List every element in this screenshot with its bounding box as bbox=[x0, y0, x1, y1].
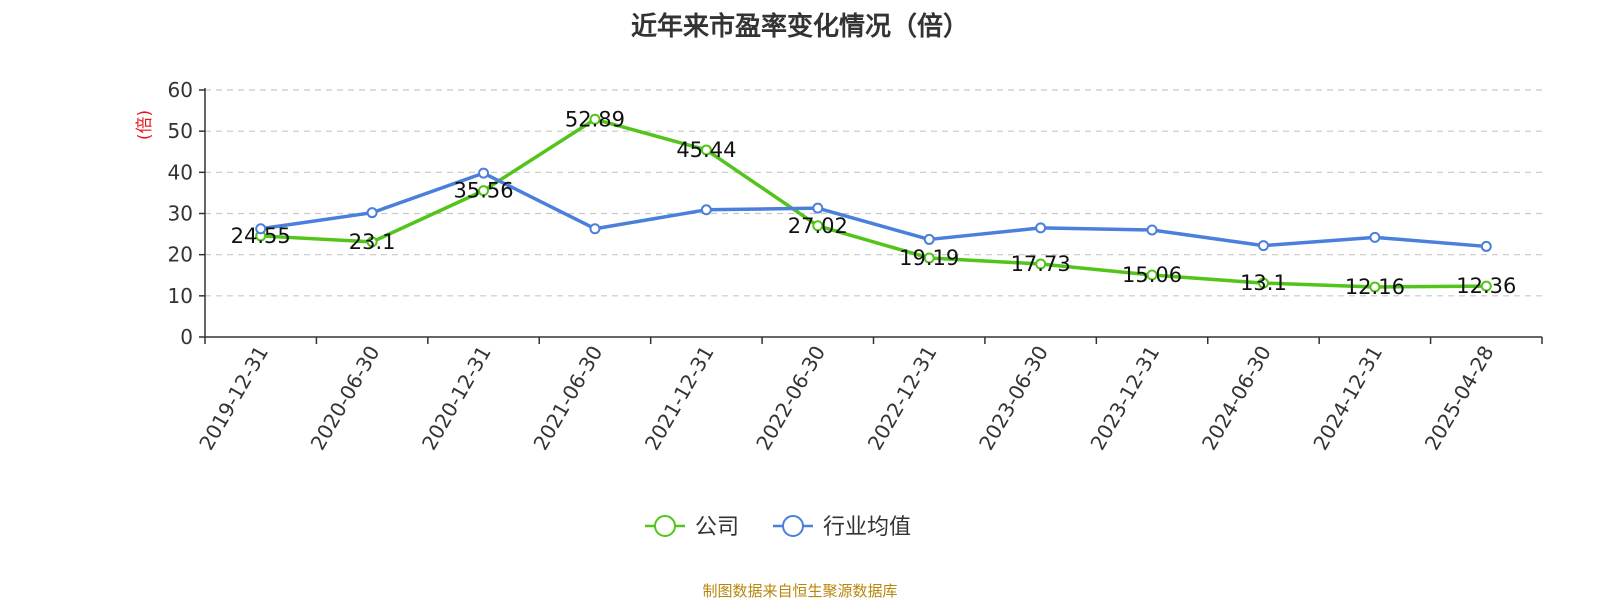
data-point bbox=[923, 233, 935, 245]
data-point bbox=[1146, 269, 1158, 281]
series-line-company bbox=[260, 117, 1487, 289]
y-tick-label: 0 bbox=[180, 325, 193, 349]
x-tick-label: 2022-12-31 bbox=[863, 341, 942, 454]
legend-marker-icon bbox=[782, 515, 804, 537]
y-tick-label: 40 bbox=[168, 160, 193, 184]
data-point bbox=[589, 113, 601, 125]
legend[interactable]: 公司 行业均值 bbox=[645, 515, 911, 540]
x-tick-label: 2024-12-31 bbox=[1308, 342, 1387, 455]
data-label: 52.89 bbox=[565, 107, 625, 131]
grid-layer bbox=[205, 89, 1542, 297]
data-label: 19.19 bbox=[899, 246, 959, 270]
data-point bbox=[700, 144, 712, 156]
data-label: 12.16 bbox=[1345, 275, 1405, 299]
data-point bbox=[1480, 280, 1492, 292]
data-point bbox=[366, 207, 378, 219]
x-tick-label: 2024-06-30 bbox=[1197, 342, 1276, 455]
y-tick-label: 60 bbox=[168, 78, 193, 102]
data-point bbox=[1369, 281, 1381, 293]
x-tick-label: 2021-06-30 bbox=[528, 342, 607, 455]
data-label: 45.44 bbox=[676, 138, 736, 162]
data-point bbox=[589, 223, 601, 235]
data-point bbox=[366, 236, 378, 248]
source-note: 制图数据来自恒生聚源数据库 bbox=[702, 582, 898, 600]
data-label: 17.73 bbox=[1011, 252, 1071, 276]
y-tick-label: 50 bbox=[168, 119, 193, 143]
legend-item-industry-average[interactable]: 行业均值 bbox=[773, 515, 911, 540]
legend-item-company[interactable]: 公司 bbox=[645, 515, 739, 540]
data-point bbox=[812, 220, 824, 232]
data-point bbox=[1369, 231, 1381, 243]
x-tick-label: 2021-12-31 bbox=[640, 342, 719, 455]
data-point bbox=[1146, 224, 1158, 236]
data-point bbox=[1035, 258, 1047, 270]
data-point bbox=[478, 167, 490, 179]
data-label: 24.55 bbox=[231, 224, 291, 248]
data-label: 27.02 bbox=[788, 214, 848, 238]
x-tick-label: 2023-12-31 bbox=[1085, 342, 1164, 455]
legend-marker-icon bbox=[654, 515, 676, 537]
data-point bbox=[923, 252, 935, 264]
data-point bbox=[1035, 222, 1047, 234]
data-label: 15.06 bbox=[1122, 263, 1182, 287]
y-tick-label: 30 bbox=[168, 202, 193, 226]
data-point bbox=[478, 185, 490, 197]
data-point bbox=[1480, 240, 1492, 252]
data-label: 23.1 bbox=[349, 230, 396, 254]
series-layer bbox=[255, 113, 1492, 293]
x-tick-label: 2019-12-31 bbox=[194, 342, 273, 455]
data-point bbox=[700, 204, 712, 216]
x-tick-label: 2020-06-30 bbox=[306, 342, 385, 455]
data-label: 35.56 bbox=[453, 179, 513, 203]
data-point bbox=[1257, 240, 1269, 252]
y-tick-label: 10 bbox=[168, 284, 193, 308]
data-label: 13.1 bbox=[1240, 271, 1287, 295]
x-tick-label: 2023-06-30 bbox=[974, 342, 1053, 455]
data-point bbox=[812, 202, 824, 214]
legend-label: 公司 bbox=[695, 515, 739, 540]
chart-title: 近年来市盈率变化情况（倍） bbox=[630, 12, 969, 42]
data-point bbox=[1257, 277, 1269, 289]
label-layer: 24.55 23.1 35.56 52.89 45.44 27.02 19.19 17.73 1… bbox=[231, 107, 1517, 299]
x-tick-label: 2025-04-28 bbox=[1420, 342, 1499, 455]
data-label: 12.36 bbox=[1456, 274, 1516, 298]
legend-label: 行业均值 bbox=[823, 515, 911, 540]
series-line-industry-average bbox=[260, 171, 1487, 249]
y-axis-label: (倍) bbox=[135, 110, 155, 140]
axis-layer: 0 10 20 30 40 50 60 (倍) 2019-12-31 2020-06-30 2020… bbox=[135, 78, 1543, 455]
x-tick-label: 2020-12-31 bbox=[417, 341, 496, 454]
data-point bbox=[255, 223, 267, 235]
y-tick-label: 20 bbox=[168, 243, 193, 267]
x-tick-label: 2022-06-30 bbox=[751, 342, 830, 455]
